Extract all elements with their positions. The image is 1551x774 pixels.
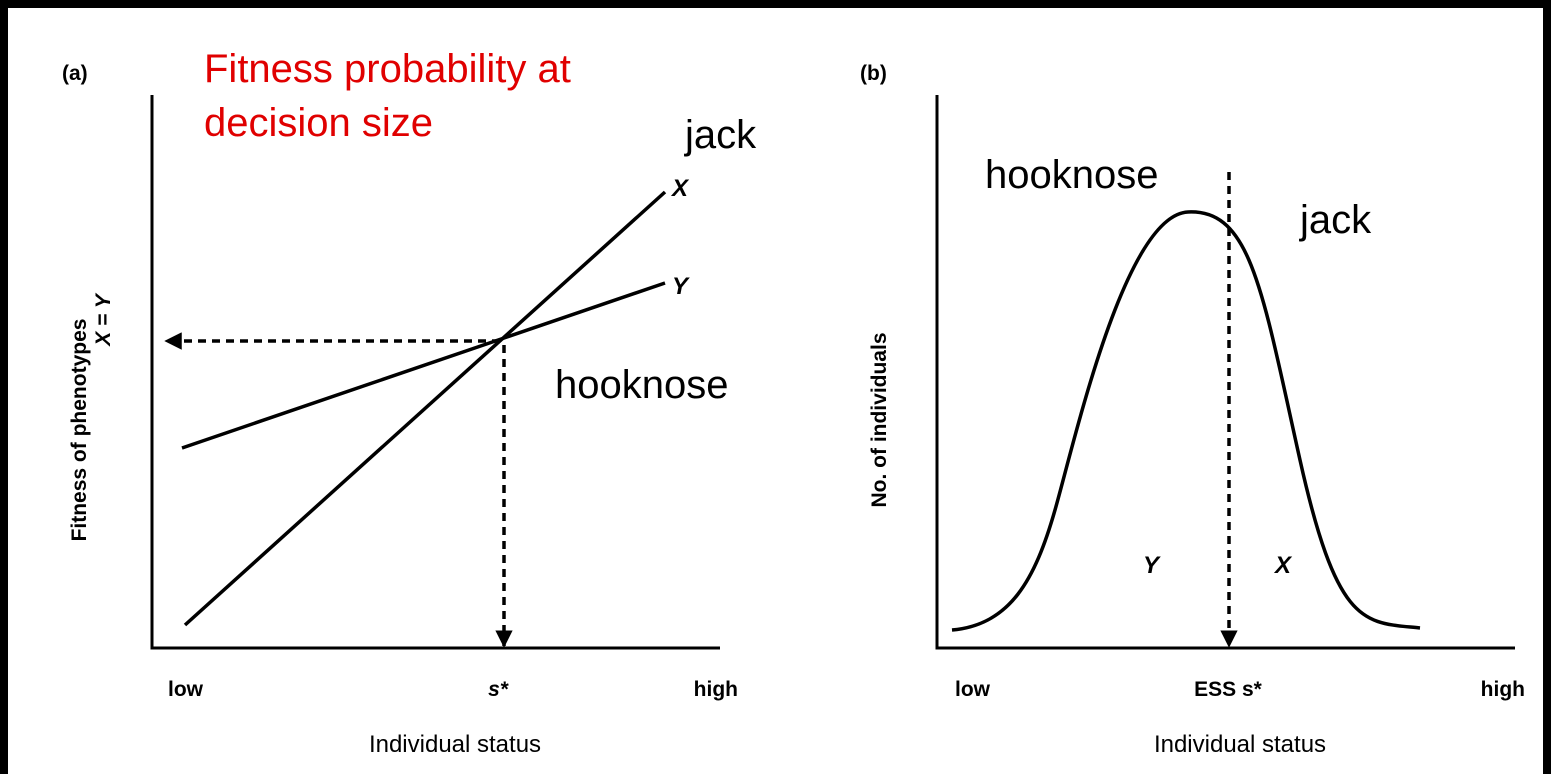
line-label: X xyxy=(670,175,690,202)
panel-label: (a) xyxy=(62,62,88,85)
x-tick-label: s* xyxy=(488,678,509,701)
region-label: X xyxy=(1273,552,1293,579)
x-axis-label: Individual status xyxy=(1154,731,1326,758)
x-tick-label: high xyxy=(1481,678,1525,701)
annotation: decision size xyxy=(204,101,433,145)
line-x xyxy=(183,190,667,627)
axes xyxy=(150,95,720,650)
distribution-curve xyxy=(951,210,1421,632)
hooknose-label: hooknose xyxy=(555,363,728,407)
background xyxy=(8,8,1543,774)
line-label: Y xyxy=(672,273,690,300)
y-axis-label: No. of individuals xyxy=(868,332,891,507)
line-y xyxy=(181,281,666,450)
panel-label: (b) xyxy=(860,62,887,85)
jack-label: jack xyxy=(1299,198,1372,242)
y-axis-sublabel: X = Y xyxy=(92,292,115,347)
x-axis-label: Individual status xyxy=(369,731,541,758)
y-axis-label: Fitness of phenotypes xyxy=(68,319,91,542)
x-tick-label: high xyxy=(694,678,738,701)
region-label: Y xyxy=(1143,552,1161,579)
axes xyxy=(935,95,1515,650)
x-tick-label: ESS s* xyxy=(1194,678,1263,701)
hooknose-label: hooknose xyxy=(985,153,1158,197)
x-tick-label: low xyxy=(168,678,204,701)
jack-label: jack xyxy=(684,113,757,157)
x-tick-label: low xyxy=(955,678,991,701)
annotation: Fitness probability at xyxy=(204,47,571,91)
